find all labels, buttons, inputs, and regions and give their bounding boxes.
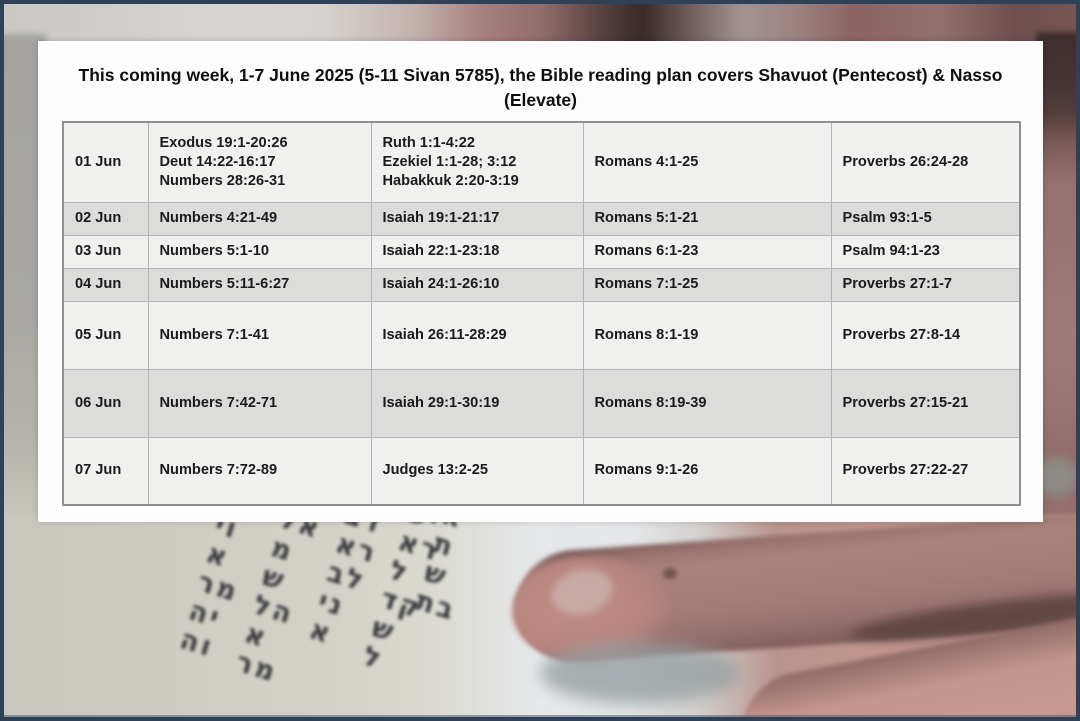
cell-reading-3: Romans 8:19-39 [582, 368, 832, 438]
cell-reading-2: Isaiah 22:1-23:18 [370, 234, 584, 269]
cell-reading-4: Proverbs 26:24-28 [830, 121, 1021, 203]
cell-reading-3: Romans 4:1-25 [582, 121, 832, 203]
table-row: 03 Jun Numbers 5:1-10 Isaiah 22:1-23:18 … [62, 234, 1021, 269]
cell-date: 07 Jun [62, 436, 149, 506]
reading-plan-card: This coming week, 1-7 June 2025 (5-11 Si… [38, 41, 1043, 522]
table-row: 06 Jun Numbers 7:42-71 Isaiah 29:1-30:19… [62, 368, 1021, 438]
cell-reading-2: Isaiah 19:1-21:17 [370, 201, 584, 236]
cell-reading-1: Numbers 7:72-89 [147, 436, 372, 506]
cell-reading-3: Romans 7:1-25 [582, 267, 832, 302]
cell-date: 01 Jun [62, 121, 149, 203]
table-row: 04 Jun Numbers 5:11-6:27 Isaiah 24:1-26:… [62, 267, 1021, 302]
cell-reading-4: Proverbs 27:8-14 [830, 300, 1021, 370]
cell-reading-4: Psalm 94:1-23 [830, 234, 1021, 269]
cell-reading-4: Proverbs 27:22-27 [830, 436, 1021, 506]
cell-reading-2: Judges 13:2-25 [370, 436, 584, 506]
cell-reading-4: Proverbs 27:15-21 [830, 368, 1021, 438]
table-row: 07 Jun Numbers 7:72-89 Judges 13:2-25 Ro… [62, 436, 1021, 506]
cell-reading-1: Numbers 7:42-71 [147, 368, 372, 438]
cell-reading-3: Romans 9:1-26 [582, 436, 832, 506]
cell-reading-1: Numbers 5:1-10 [147, 234, 372, 269]
finger-mole [663, 568, 677, 579]
cell-reading-1: Numbers 7:1-41 [147, 300, 372, 370]
cell-reading-3: Romans 5:1-21 [582, 201, 832, 236]
cell-reading-2: Ruth 1:1-4:22 Ezekiel 1:1-28; 3:12 Habak… [370, 121, 584, 203]
cell-reading-2: Isaiah 24:1-26:10 [370, 267, 584, 302]
reading-plan-table: 01 Jun Exodus 19:1-20:26 Deut 14:22-16:1… [62, 121, 1021, 506]
cell-reading-4: Proverbs 27:1-7 [830, 267, 1021, 302]
cell-reading-1: Numbers 4:21-49 [147, 201, 372, 236]
table-row: 02 Jun Numbers 4:21-49 Isaiah 19:1-21:17… [62, 201, 1021, 236]
table-row: 01 Jun Exodus 19:1-20:26 Deut 14:22-16:1… [62, 121, 1021, 203]
cell-reading-4: Psalm 93:1-5 [830, 201, 1021, 236]
cell-reading-2: Isaiah 29:1-30:19 [370, 368, 584, 438]
cell-date: 02 Jun [62, 201, 149, 236]
cell-reading-3: Romans 8:1-19 [582, 300, 832, 370]
cell-date: 05 Jun [62, 300, 149, 370]
cell-reading-2: Isaiah 26:11-28:29 [370, 300, 584, 370]
cell-date: 06 Jun [62, 368, 149, 438]
cell-reading-1: Exodus 19:1-20:26 Deut 14:22-16:17 Numbe… [147, 121, 372, 203]
cell-reading-1: Numbers 5:11-6:27 [147, 267, 372, 302]
cell-reading-3: Romans 6:1-23 [582, 234, 832, 269]
table-row: 05 Jun Numbers 7:1-41 Isaiah 26:11-28:29… [62, 300, 1021, 370]
cell-date: 03 Jun [62, 234, 149, 269]
page-title: This coming week, 1-7 June 2025 (5-11 Si… [78, 65, 1003, 110]
fingertip-shadow [540, 642, 740, 704]
cell-date: 04 Jun [62, 267, 149, 302]
